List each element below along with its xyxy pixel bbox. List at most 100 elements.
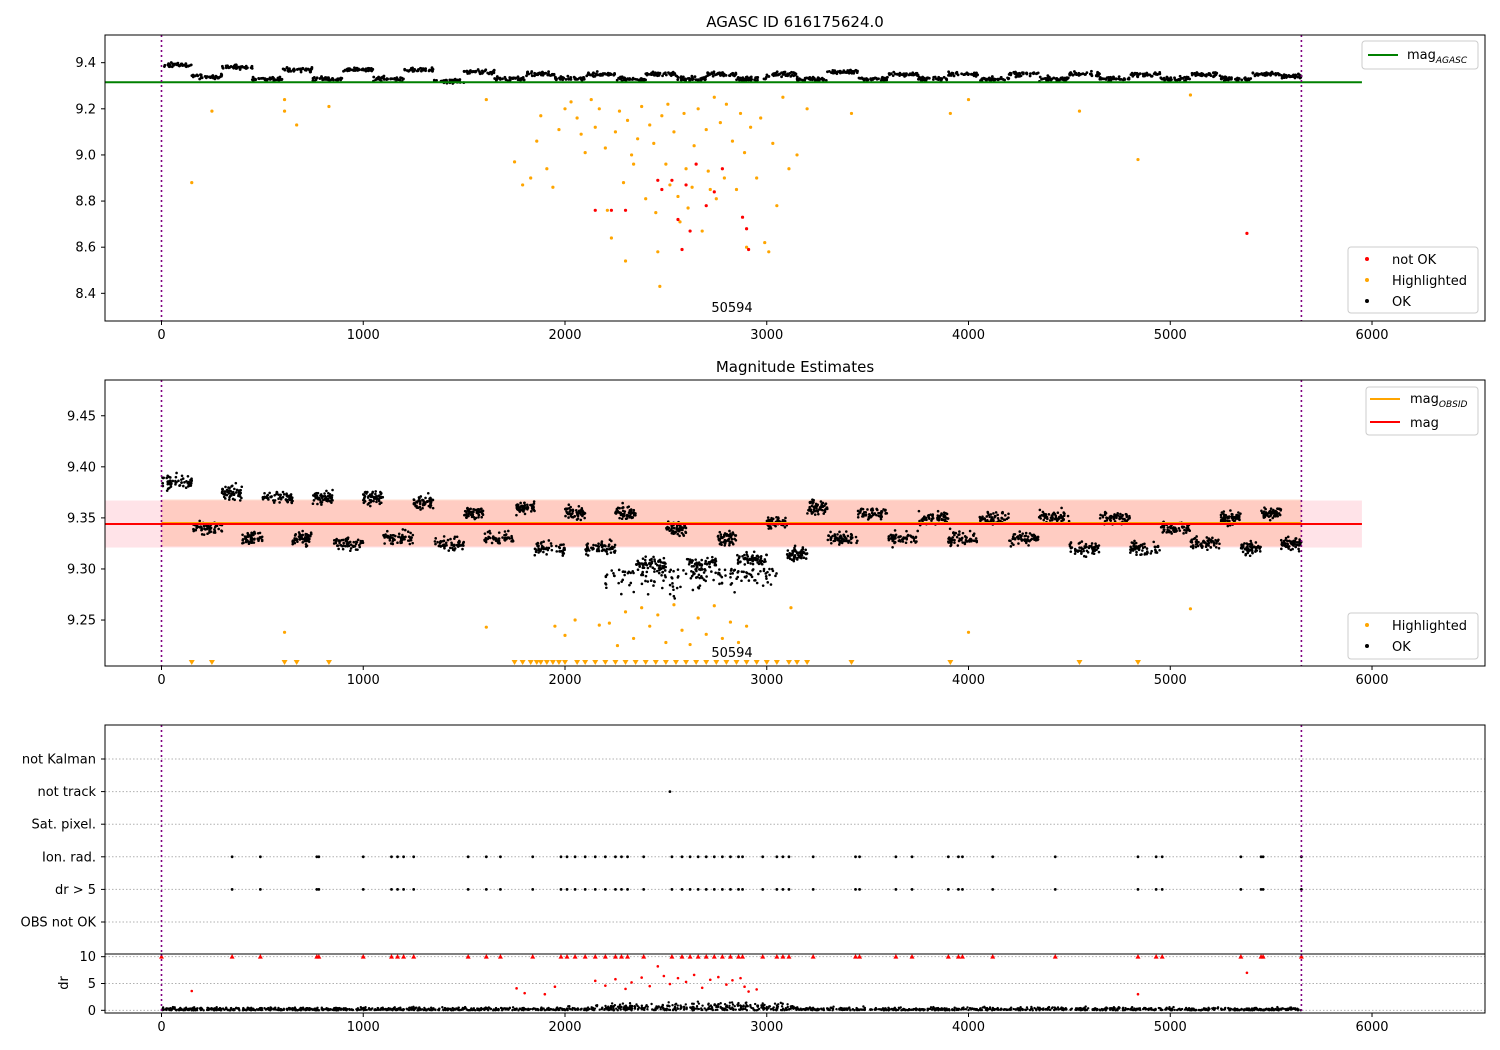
y-tick-label: 9.25 [67, 614, 96, 629]
ok-point [1128, 516, 1131, 520]
ok-point [670, 525, 674, 528]
ok-point [455, 535, 459, 539]
highlighted-point [680, 628, 684, 632]
ok-point [769, 583, 773, 586]
flag-point [670, 855, 674, 859]
ok-point [1103, 520, 1107, 523]
ok-point [1190, 538, 1194, 542]
y-tick-label: 9.40 [67, 460, 96, 475]
ok-point [268, 76, 272, 80]
ok-point [1150, 549, 1153, 553]
ok-point [337, 539, 340, 542]
ok-point [759, 556, 763, 560]
ok-point [645, 72, 649, 75]
not-ok-point [593, 208, 597, 212]
ok-point [1132, 544, 1135, 548]
flag-point [961, 888, 964, 891]
ok-point [1026, 537, 1029, 541]
ok-point [178, 484, 181, 487]
ok-point [920, 78, 924, 82]
ok-point [431, 506, 435, 510]
ok-point [1186, 528, 1189, 532]
ok-point [699, 79, 703, 82]
flag-point [1239, 888, 1243, 891]
ok-point [417, 68, 420, 71]
ok-point [354, 540, 358, 544]
ok-point [1018, 530, 1022, 533]
ok-point [673, 72, 677, 75]
ok-point [277, 493, 280, 496]
ok-point [1061, 517, 1065, 521]
ok-point [657, 559, 660, 563]
flag-point [961, 855, 964, 859]
highlighted-point [763, 240, 767, 245]
ok-point [1117, 77, 1121, 81]
ok-point [775, 516, 778, 519]
ok-point [1162, 529, 1166, 533]
ok-point [498, 541, 501, 545]
ok-point [804, 557, 808, 560]
ok-point [1236, 517, 1240, 521]
ok-point [833, 69, 837, 73]
ok-point [676, 78, 680, 82]
flag-point [531, 855, 535, 859]
ok-point [1001, 510, 1004, 514]
ok-point [398, 535, 401, 538]
ok-point [1016, 535, 1020, 538]
x-tick-label: 3000 [750, 673, 783, 688]
highlighted-point [603, 146, 607, 150]
ok-point [571, 509, 575, 513]
ok-point [299, 70, 303, 74]
ok-point [826, 538, 830, 542]
highlighted-point [744, 245, 749, 249]
ok-point [312, 499, 316, 502]
ok-point [956, 73, 960, 77]
ok-point [1248, 554, 1252, 558]
ok-point [401, 528, 405, 531]
ok-point [412, 69, 416, 73]
ok-point [694, 78, 698, 82]
highlighted-point [625, 118, 630, 122]
ok-point [238, 495, 242, 498]
ok-point [564, 514, 567, 518]
highlighted-point [607, 621, 611, 625]
ok-point [723, 544, 727, 547]
ok-point [1262, 516, 1266, 519]
ok-point [975, 71, 978, 75]
ok-point [612, 571, 615, 575]
ok-point [1112, 517, 1116, 521]
ok-point [536, 544, 539, 547]
flag-point [499, 888, 502, 891]
ok-point [964, 538, 968, 542]
ok-point [747, 579, 751, 582]
highlighted-point [644, 197, 648, 201]
ok-point [599, 74, 603, 77]
panel1-title: AGASC ID 616175624.0 [706, 13, 884, 31]
ok-point [372, 499, 375, 503]
ok-point [871, 78, 875, 81]
ok-point [234, 491, 238, 494]
ok-point [591, 74, 595, 78]
highlighted-point [672, 130, 676, 134]
ok-point [827, 69, 831, 73]
ok-point [253, 537, 256, 541]
ok-point [849, 68, 852, 72]
ok-point [476, 68, 480, 71]
ok-point [1206, 548, 1209, 552]
ok-point [311, 76, 315, 80]
ok-point [688, 560, 691, 564]
ok-point [314, 497, 318, 500]
ok-point [972, 534, 975, 538]
ok-point [1270, 511, 1273, 514]
ok-point [730, 582, 734, 585]
ok-point [1297, 549, 1301, 553]
ok-point [628, 516, 631, 519]
ok-point [632, 590, 636, 594]
ok-point [947, 70, 951, 74]
not-ok-point [1245, 231, 1249, 235]
ok-point [951, 72, 955, 75]
ok-point [1007, 512, 1010, 516]
ok-point [743, 553, 746, 557]
ok-point [745, 550, 748, 554]
ok-point [605, 552, 609, 556]
